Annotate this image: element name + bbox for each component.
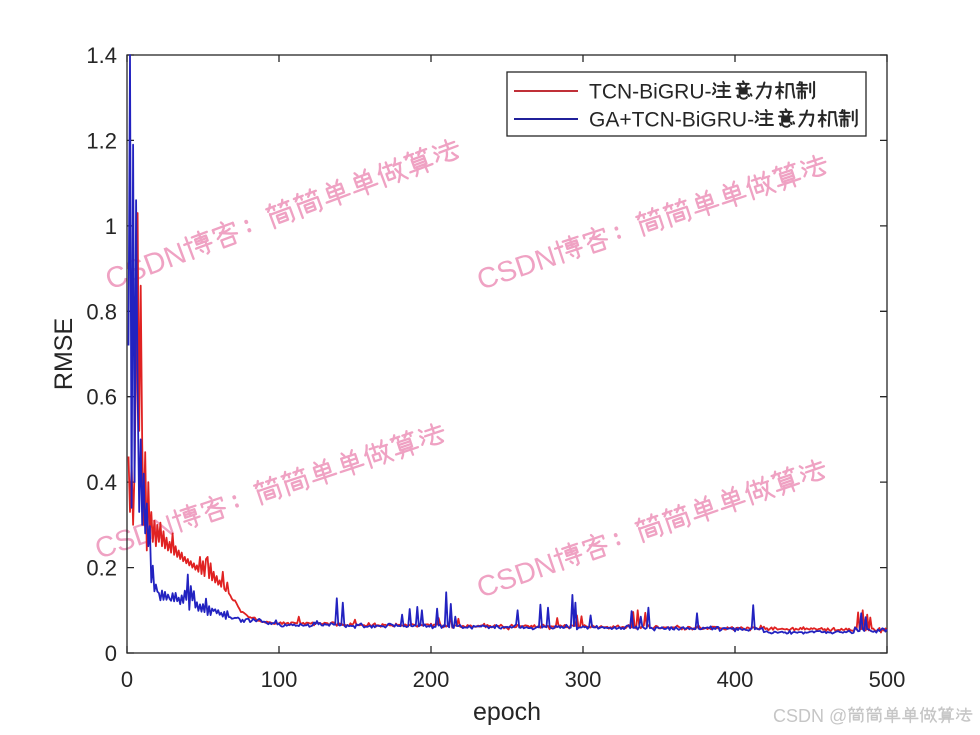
svg-text:300: 300 xyxy=(565,667,602,692)
svg-text:1: 1 xyxy=(105,214,117,239)
svg-text:GA+TCN-BiGRU-: GA+TCN-BiGRU- xyxy=(589,109,754,132)
svg-text:400: 400 xyxy=(717,667,754,692)
svg-text:200: 200 xyxy=(413,667,450,692)
svg-text:0.4: 0.4 xyxy=(86,470,117,495)
svg-text:1.2: 1.2 xyxy=(86,128,117,153)
svg-text:0: 0 xyxy=(105,641,117,666)
svg-text:TCN-BiGRU-: TCN-BiGRU- xyxy=(589,81,711,104)
svg-text:epoch: epoch xyxy=(473,698,541,726)
svg-text:100: 100 xyxy=(261,667,298,692)
svg-text:0.6: 0.6 xyxy=(86,385,117,410)
svg-text:0: 0 xyxy=(121,667,133,692)
svg-text:RMSE: RMSE xyxy=(50,318,78,390)
svg-text:0.2: 0.2 xyxy=(86,556,117,581)
svg-text:CSDN @: CSDN @ xyxy=(773,706,847,726)
svg-text:500: 500 xyxy=(869,667,906,692)
svg-text:1.4: 1.4 xyxy=(86,43,117,68)
svg-text:0.8: 0.8 xyxy=(86,299,117,324)
